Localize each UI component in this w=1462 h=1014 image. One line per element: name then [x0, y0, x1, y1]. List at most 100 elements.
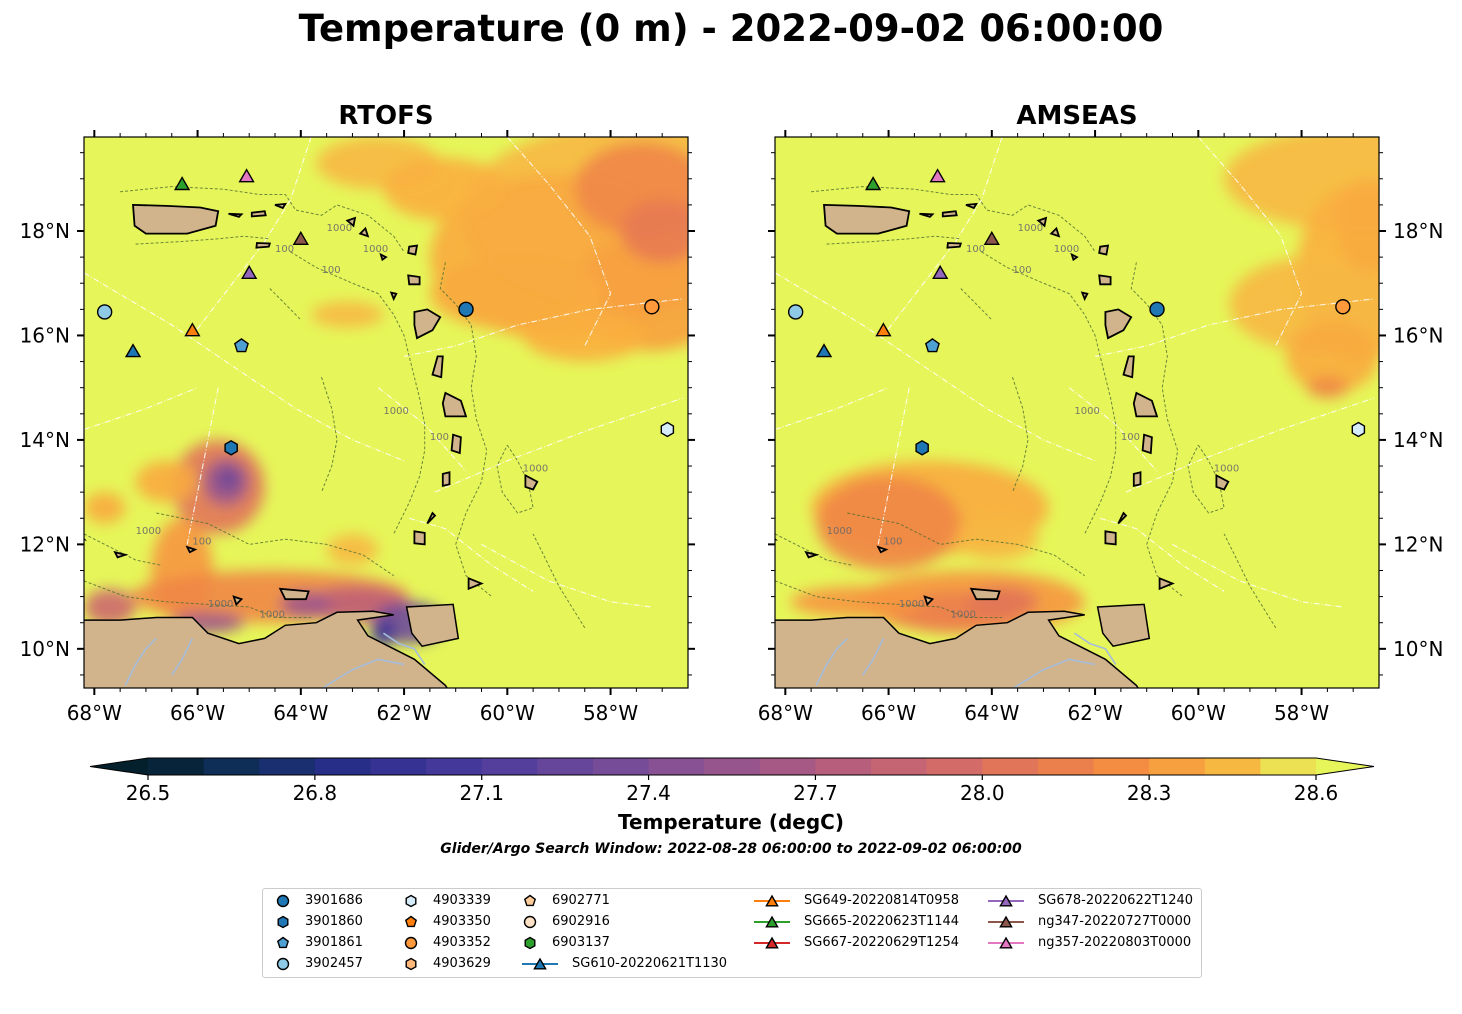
lat-label: 16°N: [20, 323, 70, 347]
lon-label: 64°W: [964, 701, 1019, 725]
legend: 3901686 3901860 3901861 3902457 4903339 49033…: [262, 888, 1202, 978]
map-panel-amseas: 1000 1000 100 100 100 1000 1000 1000 1000 100 1000…: [758, 130, 1443, 725]
island: [1036, 216, 1048, 228]
contour-label: 1000: [1054, 244, 1079, 255]
island: [379, 252, 388, 262]
temperature-anomaly: [84, 588, 136, 626]
map-panels: 1000 1000 100 100 100 1000 1000 1000 1000 100 1000…: [20, 130, 1443, 725]
colorbar-bin: [648, 758, 705, 775]
island: [232, 595, 244, 607]
isobath-contour: [156, 512, 394, 577]
contour-label: 1000: [1214, 463, 1239, 474]
contour-label: 100: [883, 536, 902, 547]
contour-label: 1000: [327, 223, 352, 234]
marker-SG649-20220814T0958: [875, 322, 892, 337]
legend-marker-icon: [277, 915, 289, 929]
legend-label: 4903352: [433, 935, 491, 950]
island: [524, 473, 539, 491]
legend-marker: [276, 894, 290, 908]
island: [407, 274, 421, 286]
colorbar-label: Temperature (degC): [618, 810, 844, 834]
legend-marker-icon: [522, 957, 558, 970]
legend-label: 4903339: [433, 893, 491, 908]
island: [84, 537, 87, 541]
lat-label: 14°N: [1393, 428, 1443, 452]
legend-marker: [999, 936, 1013, 949]
legend-marker-icon: [523, 894, 537, 907]
island: [1070, 252, 1079, 262]
river: [171, 638, 194, 676]
isobath-contour: [981, 251, 1117, 535]
isobath-contour: [269, 288, 302, 321]
isobath-contour: [1012, 377, 1029, 493]
legend-marker: [404, 915, 418, 928]
legend-marker-icon: [988, 894, 1024, 907]
temperature-anomaly: [1306, 377, 1349, 399]
isobath-contour: [1130, 262, 1184, 597]
legend-marker-icon: [754, 915, 790, 928]
colorbar-bins: [148, 758, 1317, 775]
axis-ticks: [77, 130, 695, 695]
puerto-rico-island: [823, 203, 911, 235]
island: [255, 242, 272, 249]
colorbar-tick-label: 28.3: [1127, 781, 1172, 805]
isobath-contour: [1223, 533, 1277, 629]
isobath-contour: [775, 580, 1003, 618]
island: [1141, 433, 1153, 455]
marker-3901686: [458, 301, 474, 318]
eez-boundary-line: [481, 543, 652, 608]
marker-3901686: [1149, 301, 1165, 318]
temperature-anomaly: [522, 309, 647, 362]
legend-label: 6902916: [552, 914, 610, 929]
legend-marker-icon: [754, 936, 790, 949]
colorbar-tick-label: 27.1: [459, 781, 504, 805]
lat-label: 16°N: [1393, 323, 1443, 347]
colorbar-bin: [815, 758, 872, 775]
contour-label: 1000: [951, 609, 976, 620]
colorbar-bin: [982, 758, 1039, 775]
legend-marker-icon: [524, 936, 536, 950]
colorbar-bin: [481, 758, 538, 775]
island: [431, 355, 444, 379]
island: [1122, 355, 1135, 379]
legend-marker: [523, 894, 537, 907]
isobath-contour: [290, 251, 426, 535]
legend-marker-icon: [276, 894, 290, 908]
eez-boundary-line: [191, 137, 312, 336]
legend-marker: [276, 957, 290, 971]
island: [345, 216, 357, 228]
legend-label: 3901686: [305, 893, 363, 908]
lon-label: 60°W: [480, 701, 535, 725]
contour-label: 1000: [383, 406, 408, 417]
temperature-colorbar: 26.5 26.8 27.1 27.4 27.7 28.0 28.3 28.6: [89, 757, 1375, 805]
legend-marker: [276, 936, 290, 949]
legend-marker-icon: [276, 936, 290, 949]
temperature-anomaly: [326, 533, 379, 566]
contour-label: 1000: [523, 463, 548, 474]
search-window-text: Glider/Argo Search Window: 2022-08-28 06…: [440, 841, 1022, 857]
river: [815, 637, 848, 686]
contour-label: 1000: [208, 599, 233, 610]
lat-label: 12°N: [1393, 532, 1443, 556]
panel-title-rtofs: RTOFS: [338, 101, 434, 131]
colorbar-tick-label: 26.8: [293, 781, 338, 805]
river: [321, 658, 405, 688]
marker-ng357-20220803T0000: [929, 168, 946, 183]
island: [467, 576, 484, 591]
island: [185, 545, 198, 554]
island: [250, 210, 267, 218]
lon-label: 68°W: [67, 701, 122, 725]
temperature-field: [84, 137, 688, 647]
island: [113, 550, 129, 559]
colorbar-bin: [704, 758, 761, 775]
marker-3901861: [233, 338, 249, 353]
island: [441, 391, 468, 418]
colorbar-tick-label: 28.6: [1294, 781, 1339, 805]
lon-label: 62°W: [376, 701, 431, 725]
island: [450, 433, 462, 455]
island: [413, 530, 426, 546]
marker-4903339: [660, 421, 675, 438]
colorbar-tick-label: 28.0: [960, 781, 1005, 805]
contour-label: 1000: [260, 609, 285, 620]
colorbar-bin: [871, 758, 928, 775]
